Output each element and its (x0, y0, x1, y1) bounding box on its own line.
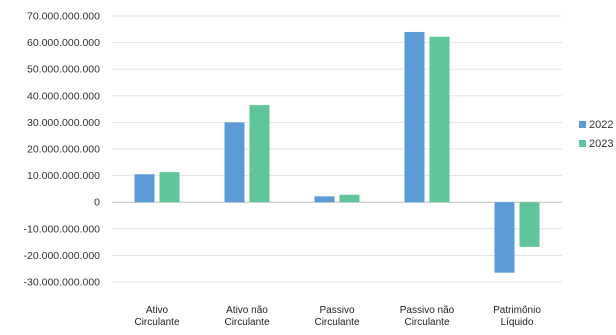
bars (134, 31, 540, 273)
bar-2023-4 (519, 202, 540, 247)
x-category-label: Passivo não Circulante (400, 305, 455, 328)
bar-2022-2 (314, 196, 335, 203)
x-category-label: Ativo não Circulante (224, 305, 269, 328)
y-tick-label: -20.000.000.000 (24, 250, 101, 262)
y-tick-label: 70.000.000.000 (27, 11, 100, 23)
bar-2023-3 (429, 36, 450, 203)
y-tick-label: 40.000.000.000 (27, 90, 100, 102)
x-category-label: Passivo Circulante (314, 305, 359, 328)
bar-2022-1 (224, 122, 245, 203)
x-category-label: Patrimônio Líquido (493, 305, 541, 328)
y-tick-label: 10.000.000.000 (27, 170, 100, 182)
legend-label-2023: 2023 (589, 138, 613, 150)
legend-swatch-2022 (579, 121, 586, 128)
y-tick-label: 30.000.000.000 (27, 117, 100, 129)
bar-2022-4 (494, 202, 515, 273)
legend-label-2022: 2022 (589, 119, 613, 131)
bar-2023-0 (159, 172, 180, 203)
bar-2023-1 (249, 105, 270, 203)
y-tick-label: -10.000.000.000 (24, 223, 101, 235)
y-tick-label: 50.000.000.000 (27, 64, 100, 76)
y-tick-label: 20.000.000.000 (27, 144, 100, 156)
legend: 2022 2023 (579, 119, 613, 150)
y-tick-label: -30.000.000.000 (24, 277, 101, 289)
bar-2022-0 (134, 174, 155, 203)
x-category-label: Ativo Circulante (134, 305, 179, 328)
y-tick-label: 60.000.000.000 (27, 37, 100, 49)
y-tick-label: 0 (94, 197, 100, 209)
bar-2023-2 (339, 194, 360, 203)
x-axis-category-labels: Ativo Circulante Ativo não Circulante Passiv… (134, 305, 541, 328)
legend-swatch-2023 (579, 140, 586, 147)
y-axis-tick-labels: 70.000.000.000 60.000.000.000 50.000.000.0… (24, 11, 101, 289)
bar-2022-3 (404, 31, 425, 203)
gridlines (112, 15, 562, 283)
